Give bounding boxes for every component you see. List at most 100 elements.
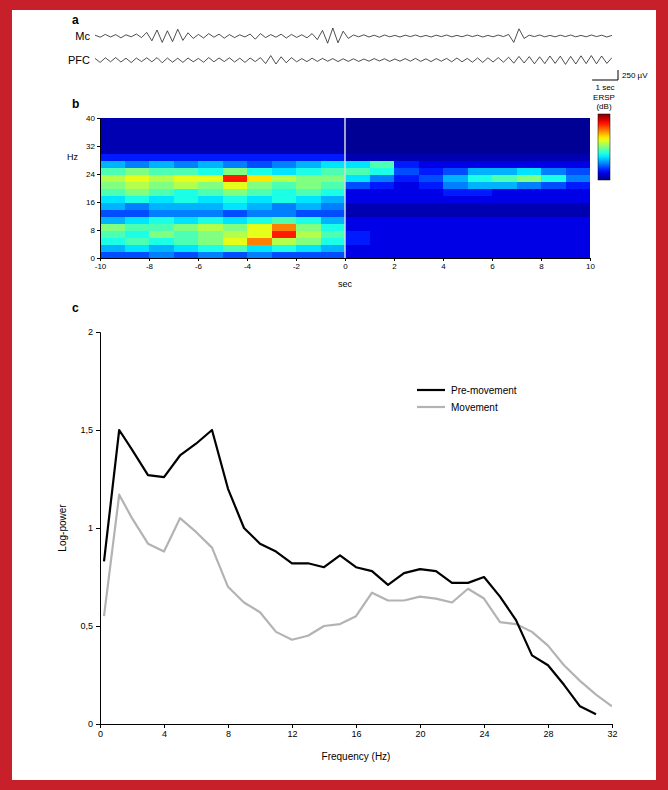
heatmap-cell: [492, 223, 517, 231]
heatmap-cell: [419, 146, 444, 154]
heatmap-cell: [468, 230, 493, 238]
heatmap-cell: [125, 181, 150, 189]
heatmap-cell: [272, 167, 297, 175]
heatmap-cell: [174, 139, 199, 147]
heatmap-cell: [443, 160, 468, 168]
heatmap-cell: [370, 230, 395, 238]
tick: 2: [88, 327, 100, 337]
heatmap-cell: [345, 132, 370, 140]
heatmap-cell: [321, 118, 346, 126]
heatmap-cell: [321, 237, 346, 245]
heatmap-cell: [272, 244, 297, 252]
tick-label: 28: [543, 729, 553, 739]
heatmap-cell: [566, 195, 591, 203]
tick-label: -4: [244, 262, 252, 271]
heatmap-cell: [125, 230, 150, 238]
heatmap-cell: [272, 223, 297, 231]
tick-mark: [97, 230, 100, 231]
heatmap-cell: [443, 125, 468, 133]
heatmap-cell: [492, 216, 517, 224]
tick-mark: [443, 258, 444, 261]
heatmap-cell: [296, 188, 321, 196]
axis-title: Hz: [67, 152, 78, 162]
tick: 8: [226, 724, 231, 739]
tick-mark: [149, 258, 150, 261]
tick-label: 4: [162, 729, 167, 739]
heatmap-cell: [125, 118, 150, 126]
heatmap-cell: [394, 118, 419, 126]
tick-mark: [612, 724, 613, 728]
heatmap-cell: [394, 244, 419, 252]
heatmap-cell: [125, 153, 150, 161]
heatmap-cell: [492, 195, 517, 203]
heatmap-cell: [419, 125, 444, 133]
heatmap-cell: [345, 230, 370, 238]
heatmap-cell: [198, 237, 223, 245]
tick-mark: [97, 146, 100, 147]
heatmap-cell: [223, 230, 248, 238]
tick: 0: [343, 258, 348, 271]
tick-mark: [96, 724, 100, 725]
heatmap-cell: [468, 188, 493, 196]
heatmap-cell: [321, 202, 346, 210]
heatmap-cell: [247, 160, 272, 168]
heatmap-cell: [345, 118, 370, 126]
tick-label: 16: [351, 729, 361, 739]
tick: -10: [95, 258, 107, 271]
heatmap-cell: [541, 132, 566, 140]
heatmap-cell: [468, 167, 493, 175]
heatmap-cell: [198, 181, 223, 189]
tick-label: -10: [95, 262, 107, 271]
heatmap-cell: [321, 125, 346, 133]
heatmap-cell: [517, 209, 542, 217]
heatmap-cell: [468, 139, 493, 147]
heatmap-cell: [541, 209, 566, 217]
heatmap-cell: [517, 118, 542, 126]
heatmap-cell: [394, 251, 419, 258]
heatmap-cell: [345, 188, 370, 196]
tick-label: -8: [146, 262, 154, 271]
heatmap-cell: [272, 251, 297, 258]
heatmap-cell: [100, 209, 125, 217]
heatmap-cell: [394, 139, 419, 147]
tick: 0: [88, 719, 100, 729]
heatmap-cell: [566, 125, 591, 133]
heatmap-cell: [296, 153, 321, 161]
heatmap-cell: [345, 251, 370, 258]
heatmap-cell: [517, 251, 542, 258]
axis: 00,511,52: [80, 327, 100, 729]
heatmap-cell: [321, 209, 346, 217]
heatmap-cell: [125, 244, 150, 252]
tick-mark: [548, 724, 549, 728]
heatmap-cell: [149, 181, 174, 189]
heatmap-cell: [149, 132, 174, 140]
tick: -6: [195, 258, 203, 271]
heatmap-cell: [492, 237, 517, 245]
heatmap-cell: [198, 174, 223, 182]
heatmap-cell: [492, 230, 517, 238]
heatmap-cell: [492, 181, 517, 189]
heatmap-cell: [174, 132, 199, 140]
heatmap-cell: [100, 237, 125, 245]
heatmap-cell: [296, 167, 321, 175]
heatmap-cell: [468, 223, 493, 231]
heatmap-cell: [296, 209, 321, 217]
heatmap-cell: [517, 146, 542, 154]
heatmap-cell: [223, 195, 248, 203]
heatmap-cell: [174, 209, 199, 217]
heatmap-cell: [492, 153, 517, 161]
heatmap-cell: [247, 174, 272, 182]
heatmap-cell: [125, 125, 150, 133]
heatmap-cell: [198, 125, 223, 133]
heatmap-cell: [272, 202, 297, 210]
heatmap-cell: [541, 237, 566, 245]
heatmap-cell: [296, 237, 321, 245]
axis-title: Frequency (Hz): [322, 751, 391, 762]
heatmap-cell: [492, 139, 517, 147]
heatmap-cell: [125, 139, 150, 147]
tick-mark: [541, 258, 542, 261]
heatmap-cell: [149, 216, 174, 224]
heatmap-cell: [517, 188, 542, 196]
heatmap-cell: [223, 146, 248, 154]
heatmap-cell: [321, 230, 346, 238]
